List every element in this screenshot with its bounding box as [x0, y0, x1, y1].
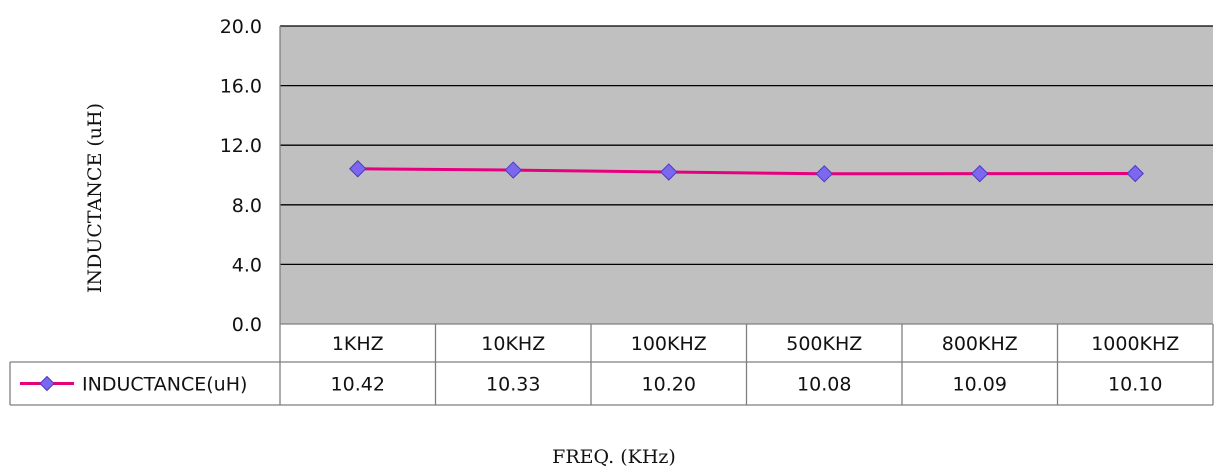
- data-value-label: 10.20: [642, 374, 696, 396]
- x-axis-title: FREQ. (KHz): [552, 446, 676, 468]
- data-value-label: 10.10: [1108, 374, 1162, 396]
- legend-key: INDUCTANCE(uH): [20, 374, 247, 396]
- legend-marker: [39, 375, 55, 392]
- data-table: 1KHZ 10KHZ 100KHZ 500KHZ 800KHZ 1000KHZ 10.42 1…: [9, 26, 1214, 406]
- y-tick-label: 20.0: [220, 16, 262, 38]
- data-value-label: 10.09: [953, 374, 1007, 396]
- legend-label: INDUCTANCE(uH): [82, 374, 247, 396]
- x-category-label: 10KHZ: [481, 333, 545, 355]
- x-category-label: 500KHZ: [786, 333, 862, 355]
- y-tick-label: 8.0: [232, 195, 262, 217]
- y-tick-label: 0.0: [232, 314, 262, 336]
- x-category-label: 1000KHZ: [1091, 333, 1179, 355]
- series-inductance: [349, 160, 1144, 183]
- y-tick-labels: 0.0 4.0 8.0 12.0 16.0 20.0: [220, 16, 262, 336]
- data-point-marker: [971, 164, 989, 183]
- y-tick-label: 4.0: [232, 254, 262, 276]
- y-tick-label: 16.0: [220, 76, 262, 98]
- x-category-label: 800KHZ: [942, 333, 1018, 355]
- data-point-marker: [1126, 164, 1144, 183]
- x-category-label: 100KHZ: [631, 333, 707, 355]
- data-point-marker: [504, 161, 522, 179]
- y-axis-title: INDUCTANCE (uH): [84, 103, 106, 293]
- y-tick-label: 12.0: [220, 135, 262, 157]
- data-value-label: 10.08: [797, 374, 851, 396]
- x-category-label: 1KHZ: [332, 333, 384, 355]
- gridlines: [280, 25, 1213, 266]
- data-point-marker: [815, 165, 833, 183]
- data-value-label: 10.42: [331, 374, 385, 396]
- data-point-marker: [660, 163, 678, 181]
- series-line: [357, 167, 1136, 176]
- data-point-marker: [349, 160, 367, 178]
- data-value-label: 10.33: [486, 374, 540, 396]
